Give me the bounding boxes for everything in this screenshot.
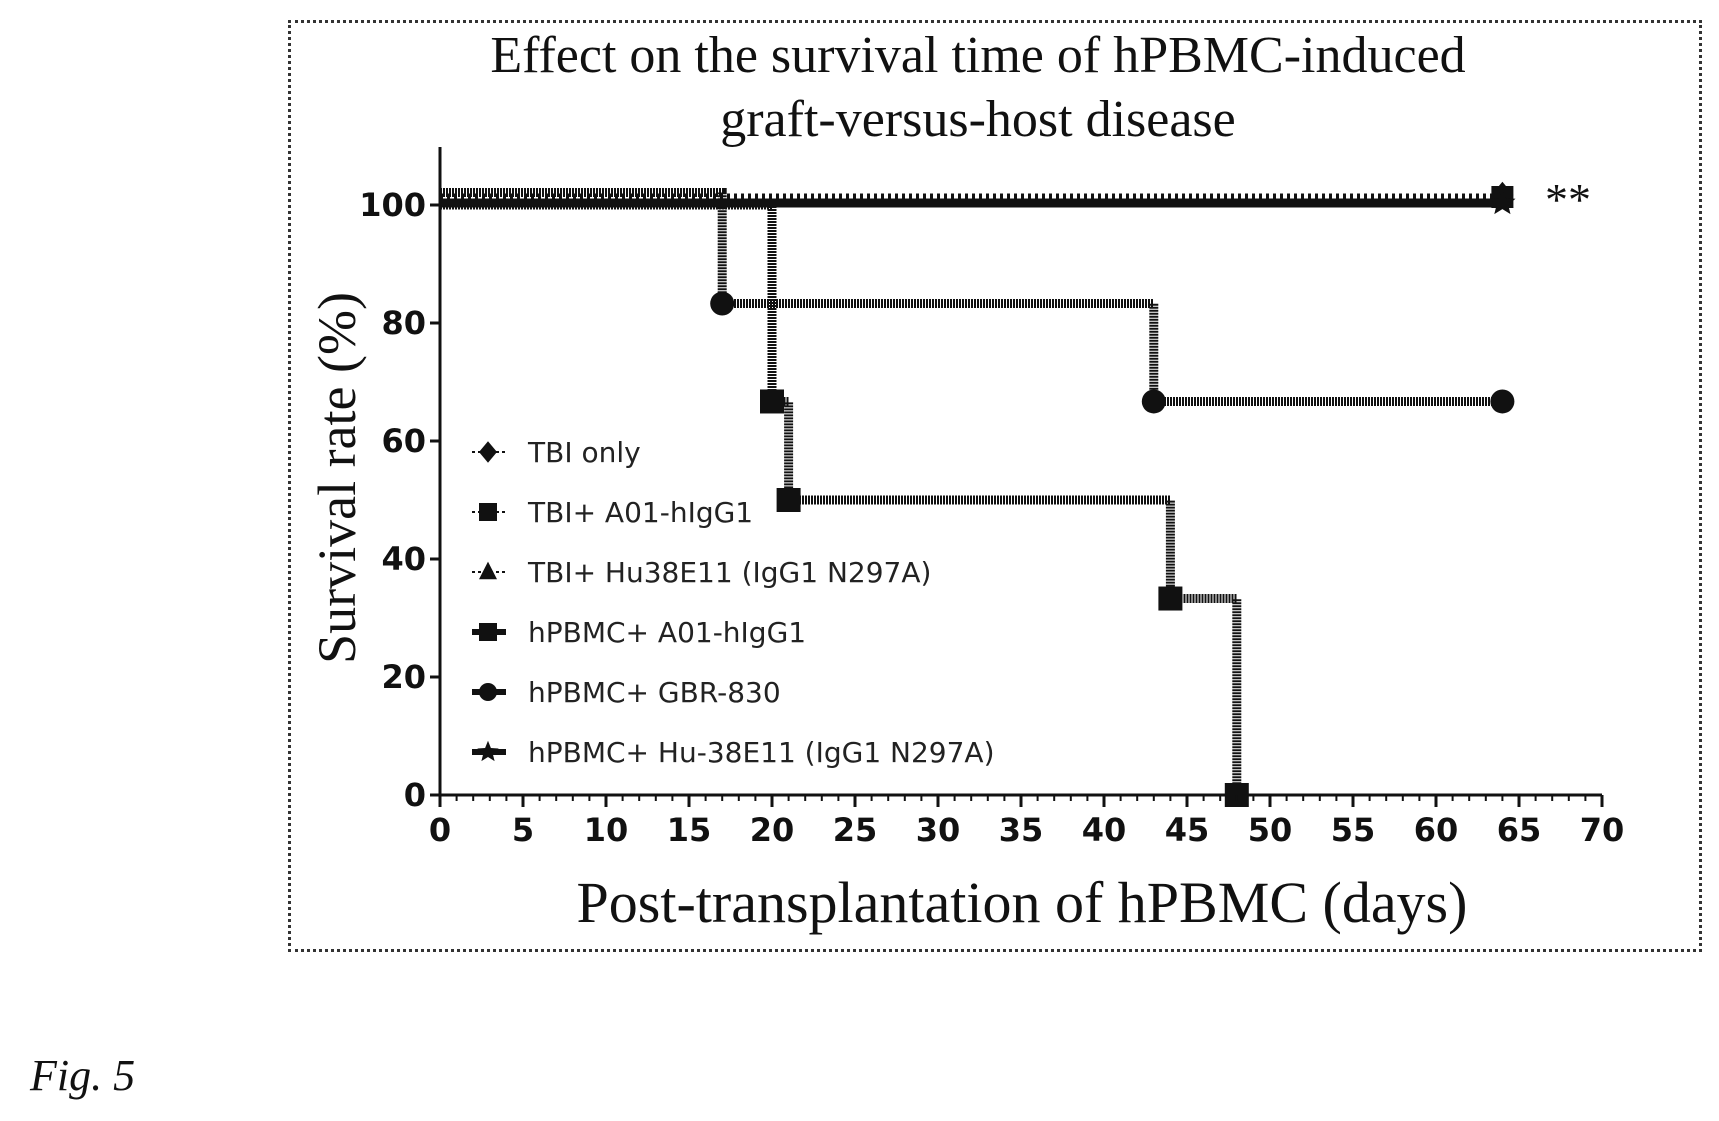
y-tick-label: 80: [381, 304, 426, 342]
data-point: [1490, 389, 1515, 414]
figure-frame: [288, 20, 1702, 952]
legend-marker: [479, 623, 497, 641]
x-tick-label: 25: [833, 811, 878, 849]
legend-item-2: TBI+ A01-hIgG1: [472, 496, 753, 529]
significance-annotation: **: [1545, 174, 1591, 225]
data-point: [760, 389, 784, 414]
x-tick-label: 40: [1082, 811, 1127, 849]
chart-title-line2: graft-versus-host disease: [720, 91, 1236, 148]
figure-label: Fig. 5: [30, 1051, 136, 1100]
x-axis-label: Post-transplantation of hPBMC (days): [577, 870, 1468, 935]
legend-item-4: hPBMC+ A01-hIgG1: [472, 616, 806, 649]
x-tick-label: 50: [1248, 811, 1293, 849]
data-point: [1141, 389, 1166, 414]
legend-item-1: TBI only: [472, 436, 641, 469]
x-tick-label: 35: [999, 811, 1044, 849]
legend-label: TBI+ Hu38E11 (IgG1 N297A): [527, 556, 931, 589]
data-point: [1489, 189, 1516, 215]
series-line: [440, 188, 1503, 406]
legend-label: hPBMC+ Hu-38E11 (IgG1 N297A): [528, 736, 995, 769]
chart-title-line1: Effect on the survival time of hPBMC-ind…: [490, 27, 1465, 84]
x-tick-label: 15: [667, 811, 712, 849]
series-5: [440, 188, 1515, 414]
x-tick-label: 5: [512, 811, 534, 849]
legend-label: hPBMC+ A01-hIgG1: [528, 616, 806, 649]
legend-marker: [477, 740, 499, 762]
y-tick-label: 100: [359, 186, 426, 224]
y-tick-label: 0: [404, 776, 426, 814]
y-tick-label: 40: [381, 540, 426, 578]
x-tick-label: 55: [1331, 811, 1376, 849]
legend-label: hPBMC+ GBR-830: [528, 676, 781, 709]
data-point: [1158, 586, 1183, 611]
x-tick-label: 45: [1165, 811, 1210, 849]
legend-marker: [479, 561, 497, 580]
legend-item-5: hPBMC+ GBR-830: [472, 676, 781, 709]
x-tick-label: 60: [1414, 811, 1459, 849]
x-tick-label: 0: [429, 811, 451, 849]
legend-marker: [479, 441, 497, 463]
series-6: [440, 189, 1516, 215]
x-tick-label: 30: [916, 811, 961, 849]
x-tick-label: 65: [1497, 811, 1542, 849]
axes: 0 5 10 15 20 25 30 35 40 45 50 55 60 65 70 0 20 40 60 80 100: [359, 147, 1624, 849]
legend-label: TBI+ A01-hIgG1: [527, 496, 753, 529]
x-tick-label: 10: [584, 811, 629, 849]
x-tick-label: 20: [750, 811, 795, 849]
y-tick-label: 60: [381, 422, 426, 460]
legend: TBI only TBI+ A01-hIgG1 TBI+ Hu38E11 (IgG1…: [472, 436, 995, 769]
x-tick-label: 70: [1580, 811, 1625, 849]
legend-marker: [479, 503, 497, 521]
y-axis-label: Survival rate (%): [307, 292, 367, 664]
plot-area: [440, 181, 1516, 807]
data-point: [710, 291, 735, 316]
legend-marker: [479, 683, 497, 701]
legend-item-6: hPBMC+ Hu-38E11 (IgG1 N297A): [472, 736, 995, 769]
data-point: [776, 488, 801, 512]
legend-item-3: TBI+ Hu38E11 (IgG1 N297A): [472, 556, 931, 589]
y-tick-label: 20: [381, 658, 426, 696]
legend-label: TBI only: [527, 436, 641, 469]
